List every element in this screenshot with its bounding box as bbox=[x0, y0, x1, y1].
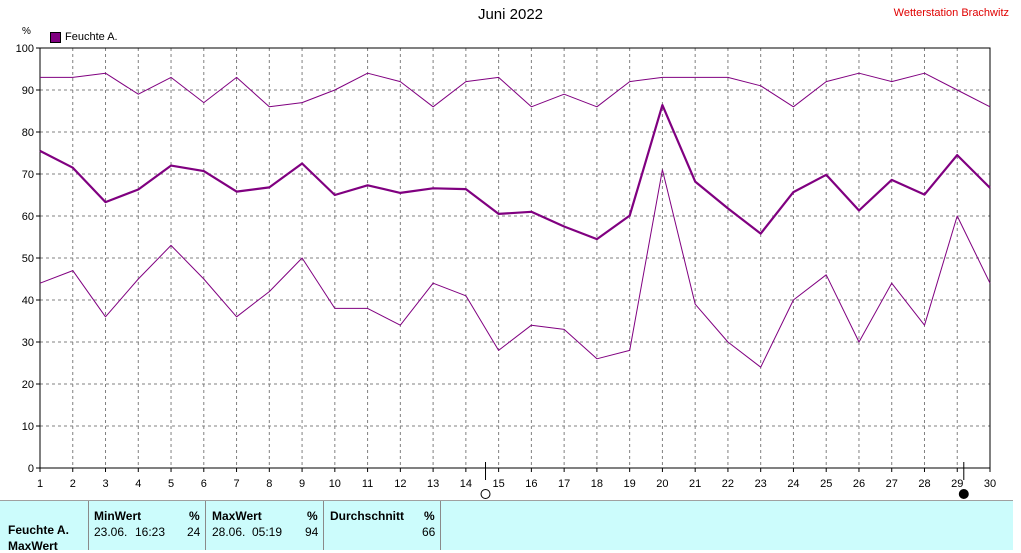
min-value: 24 bbox=[187, 525, 201, 539]
x-tick-label: 2 bbox=[70, 478, 76, 490]
min-time: 16:23 bbox=[135, 525, 166, 539]
series-line-min bbox=[39, 169, 991, 368]
x-tick-label: 26 bbox=[853, 478, 865, 490]
series-line-mean bbox=[39, 103, 991, 241]
x-tick-label: 25 bbox=[820, 478, 832, 490]
max-cell: MaxWert % 28.06. 05:19 94 bbox=[206, 501, 324, 550]
y-tick-label: 10 bbox=[22, 421, 34, 433]
y-tick-label: 20 bbox=[22, 379, 34, 391]
x-tick-label: 14 bbox=[460, 478, 472, 490]
x-tick-label: 5 bbox=[168, 478, 174, 490]
new-moon-icon bbox=[480, 489, 491, 499]
avg-cell: Durchschnitt % 66 bbox=[324, 501, 441, 550]
x-tick-label: 1 bbox=[37, 478, 43, 490]
x-tick-label: 6 bbox=[201, 478, 207, 490]
x-tick-label: 9 bbox=[299, 478, 305, 490]
avg-value: 66 bbox=[422, 525, 436, 539]
x-tick-label: 11 bbox=[362, 478, 373, 490]
y-tick-label: 90 bbox=[22, 85, 34, 97]
x-tick-label: 28 bbox=[918, 478, 930, 490]
legend-label: Feuchte A. bbox=[65, 31, 118, 43]
x-tick-label: 10 bbox=[329, 478, 341, 490]
station-name: Wetterstation Brachwitz bbox=[893, 7, 1009, 19]
x-tick-label: 30 bbox=[984, 478, 996, 490]
max-date: 28.06. bbox=[212, 525, 246, 539]
row-label-maxwert: MaxWert bbox=[8, 539, 58, 553]
x-tick-label: 24 bbox=[787, 478, 799, 490]
y-tick-label: 70 bbox=[22, 169, 34, 181]
full-moon-icon bbox=[958, 489, 969, 499]
min-cell: MinWert % 23.06. 16:23 24 bbox=[89, 501, 206, 550]
x-tick-label: 12 bbox=[394, 478, 406, 490]
x-tick-label: 29 bbox=[951, 478, 963, 490]
chart-title: Juni 2022 bbox=[477, 6, 544, 23]
y-tick-label: 40 bbox=[22, 295, 34, 307]
x-tick-label: 16 bbox=[525, 478, 537, 490]
row-label-cell: Feuchte A. MaxWert bbox=[0, 501, 89, 553]
y-tick-label: 50 bbox=[22, 253, 34, 265]
min-date: 23.06. bbox=[94, 525, 128, 539]
x-tick-label: 21 bbox=[689, 478, 701, 490]
x-tick-label: 23 bbox=[755, 478, 767, 490]
max-unit: % bbox=[307, 509, 318, 523]
x-tick-label: 3 bbox=[102, 478, 108, 490]
avg-unit: % bbox=[424, 509, 435, 523]
plot-frame bbox=[39, 47, 991, 469]
x-tick-label: 20 bbox=[656, 478, 668, 490]
max-header: MaxWert bbox=[212, 509, 262, 523]
x-tick-label: 8 bbox=[266, 478, 272, 490]
row-label-feuchte: Feuchte A. bbox=[8, 523, 69, 537]
legend: Feuchte A. bbox=[50, 31, 118, 43]
avg-header: Durchschnitt bbox=[330, 509, 405, 523]
y-tick-label: 0 bbox=[28, 463, 34, 475]
legend-swatch bbox=[50, 31, 61, 43]
max-time: 05:19 bbox=[252, 525, 283, 539]
x-tick-label: 18 bbox=[591, 478, 603, 490]
y-tick-label: 30 bbox=[22, 337, 34, 349]
x-tick-label: 15 bbox=[492, 478, 504, 490]
min-unit: % bbox=[189, 509, 200, 523]
x-tick-label: 7 bbox=[233, 478, 239, 490]
series-line-max bbox=[40, 72, 991, 108]
x-tick-label: 19 bbox=[624, 478, 636, 490]
x-tick-label: 27 bbox=[886, 478, 898, 490]
y-tick-label: 60 bbox=[22, 211, 34, 223]
x-tick-label: 13 bbox=[427, 478, 439, 490]
x-tick-label: 17 bbox=[558, 478, 570, 490]
max-value: 94 bbox=[305, 525, 319, 539]
x-tick-label: 22 bbox=[722, 478, 734, 490]
y-tick-label: 100 bbox=[16, 43, 34, 55]
statistics-table: Feuchte A. MaxWert MinWert % 23.06. 16:2… bbox=[0, 500, 1013, 553]
x-tick-label: 4 bbox=[135, 478, 141, 490]
y-unit-label: % bbox=[22, 26, 31, 37]
min-header: MinWert bbox=[94, 509, 142, 523]
y-tick-label: 80 bbox=[22, 127, 34, 139]
